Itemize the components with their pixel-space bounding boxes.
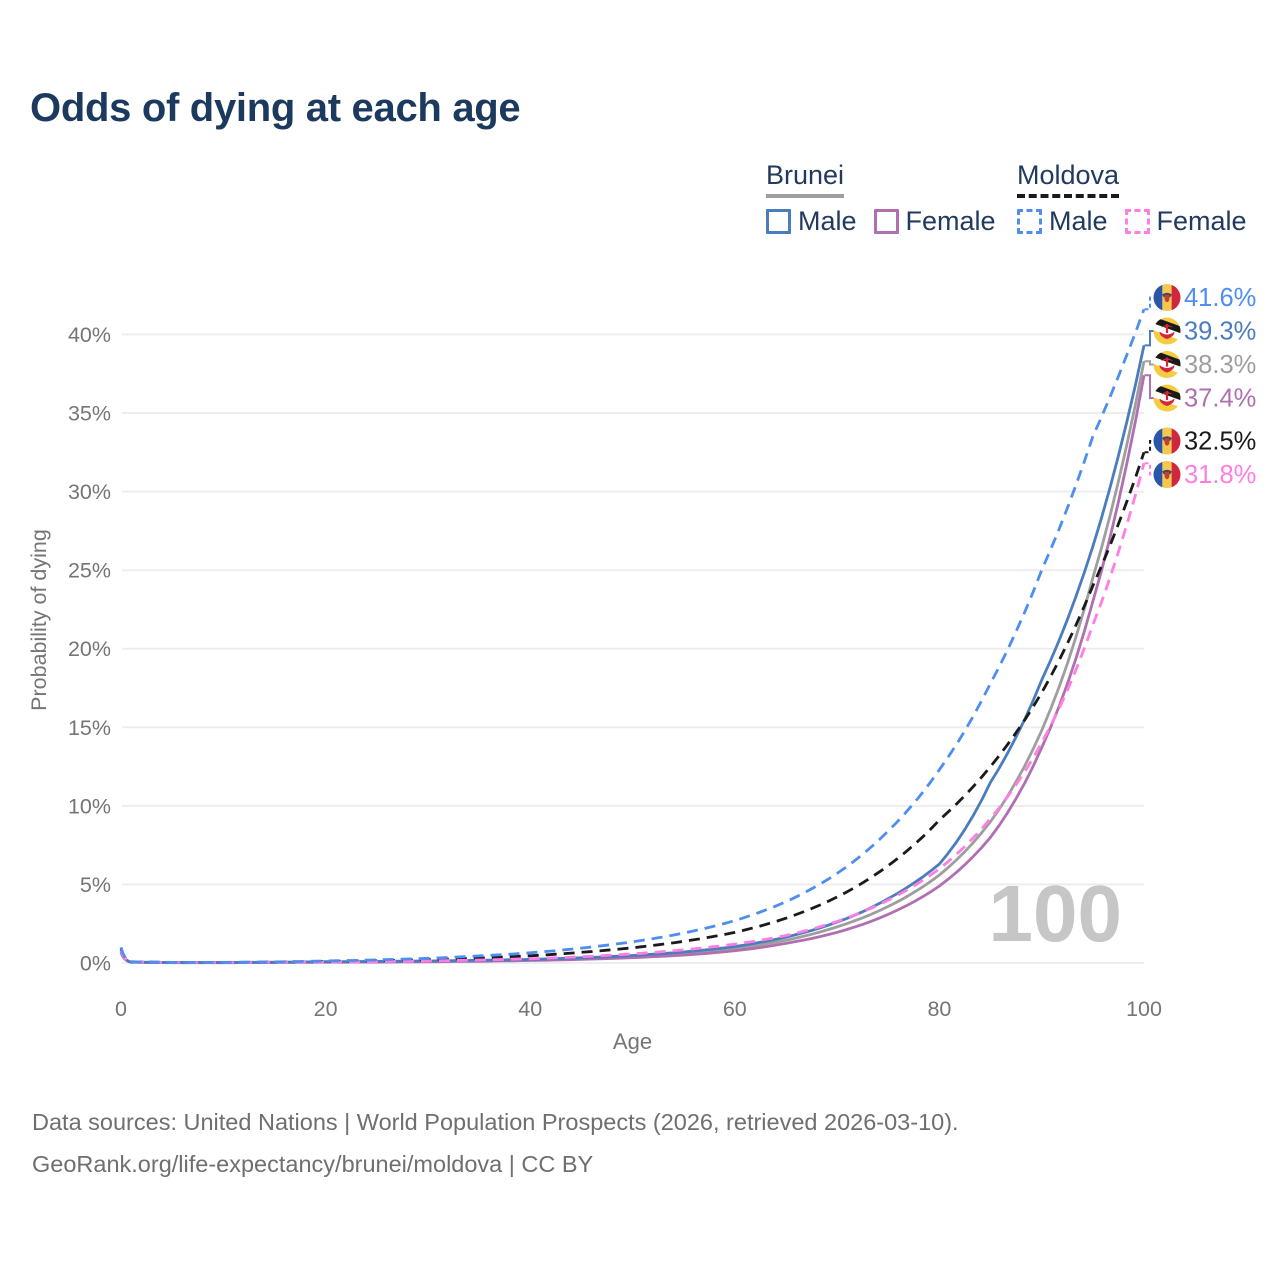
legend-group-moldova: Moldova Male Female	[1017, 160, 1247, 237]
brunei-flag-icon	[1153, 317, 1181, 345]
y-tick-label: 15%	[68, 716, 111, 740]
end-label-connector	[1144, 462, 1156, 476]
end-label-connector	[1144, 330, 1156, 347]
end-value-label: 37.4%	[1184, 385, 1256, 413]
y-tick-label: 10%	[68, 794, 111, 818]
legend-item-moldova-male[interactable]: Male	[1017, 206, 1108, 237]
brunei-flag-icon	[1153, 351, 1181, 379]
end-label-connector	[1144, 360, 1156, 366]
legend-label-brunei-female: Female	[905, 206, 996, 236]
moldova-female-swatch-icon	[1124, 209, 1150, 234]
end-value-label: 32.5%	[1184, 428, 1256, 456]
end-value-label: 38.3%	[1184, 351, 1256, 379]
brunei-female-swatch-icon	[873, 209, 899, 234]
moldova-flag-icon	[1153, 284, 1181, 312]
legend-row-moldova: Male Female	[1017, 206, 1247, 237]
x-axis-title: Age	[613, 1029, 652, 1054]
x-tick-label: 20	[314, 997, 338, 1021]
legend-row-brunei: Male Female	[766, 206, 996, 237]
brunei-flag-icon	[1153, 384, 1181, 412]
x-tick-label: 40	[518, 997, 542, 1021]
y-tick-label: 30%	[68, 480, 111, 504]
y-tick-label: 0%	[80, 952, 111, 976]
brunei-male-swatch-icon	[766, 209, 791, 234]
y-tick-label: 20%	[68, 637, 111, 661]
x-tick-label: 80	[927, 997, 951, 1021]
moldova-flag-icon	[1153, 461, 1181, 489]
legend-label-moldova-female: Female	[1156, 206, 1247, 236]
moldova-flag-icon	[1153, 427, 1181, 455]
legend-label-moldova-male: Male	[1049, 206, 1108, 236]
y-tick-label: 25%	[68, 559, 111, 583]
chart-legend: Brunei Male Female Moldova Male	[766, 160, 1280, 240]
legend-item-moldova-female[interactable]: Female	[1124, 206, 1247, 237]
curve-moldova-male[interactable]	[119, 308, 1146, 964]
page-title: Odds of dying at each age	[30, 86, 521, 130]
x-tick-label: 0	[115, 997, 127, 1021]
legend-label-brunei-male: Male	[798, 206, 857, 236]
legend-country-brunei: Brunei	[766, 160, 845, 198]
legend-country-moldova: Moldova	[1017, 160, 1120, 198]
legend-item-brunei-female[interactable]: Female	[873, 206, 996, 237]
end-value-label: 31.8%	[1184, 461, 1256, 489]
y-tick-label: 40%	[68, 323, 111, 347]
legend-group-brunei: Brunei Male Female	[766, 160, 996, 237]
watermark-age-100: 100	[989, 869, 1122, 958]
y-tick-label: 5%	[80, 873, 111, 897]
legend-item-brunei-male[interactable]: Male	[766, 206, 857, 237]
moldova-male-swatch-icon	[1017, 209, 1042, 234]
y-axis-title: Probability of dying	[27, 529, 51, 711]
footer-attribution[interactable]: GeoRank.org/life-expectancy/brunei/moldo…	[32, 1150, 594, 1177]
end-label-connector	[1144, 296, 1156, 311]
end-value-label: 41.6%	[1184, 284, 1256, 312]
footer: Data sources: United Nations | World Pop…	[32, 1102, 959, 1185]
end-value-label: 39.3%	[1184, 318, 1256, 346]
end-label-connector	[1144, 440, 1156, 454]
footer-sources: Data sources: United Nations | World Pop…	[32, 1109, 959, 1135]
x-tick-label: 60	[723, 997, 747, 1021]
end-label-connector	[1144, 374, 1156, 399]
x-tick-label: 100	[1126, 997, 1162, 1021]
y-tick-label: 35%	[68, 402, 111, 426]
